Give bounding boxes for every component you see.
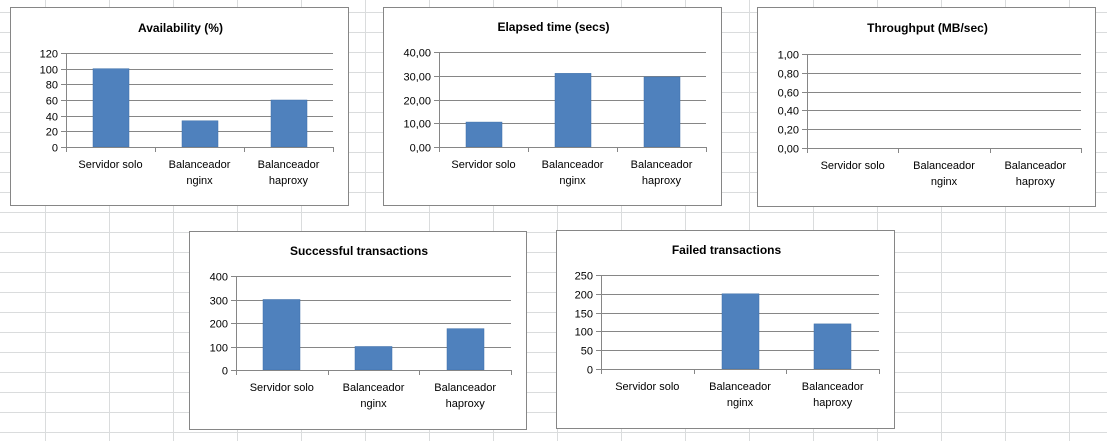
chart-title: Successful transactions: [290, 244, 428, 258]
y-tick-label: 0: [52, 143, 58, 155]
y-tick-label: 0,40: [778, 106, 799, 118]
x-category-label: Balanceador: [1004, 160, 1066, 172]
x-category-label: Balanceador: [913, 160, 975, 172]
chart-availability-svg: Availability (%) 0 20 40 60 80 100 120 Servidor …: [40, 21, 334, 187]
x-category-label: Servidor solo: [615, 381, 679, 393]
bar: [181, 120, 219, 148]
bar: [446, 328, 485, 371]
bar: [643, 76, 681, 148]
x-category-label: haproxy: [446, 398, 486, 410]
x-category-label: nginx: [360, 398, 387, 410]
y-tick-label: 40: [46, 112, 58, 124]
y-tick-label: 30,00: [403, 72, 431, 84]
bar: [92, 68, 130, 148]
bar: [813, 323, 852, 370]
y-tick-label: 80: [46, 80, 58, 92]
chart-title: Elapsed time (secs): [497, 20, 609, 34]
bar: [354, 346, 393, 371]
y-tick-label: 20,00: [403, 96, 431, 108]
chart-elapsed-time-svg: Elapsed time (secs) 0,00 10,00 20,00 30,00 40…: [403, 20, 707, 187]
y-tick-label: 20: [46, 127, 58, 139]
chart-failed-transactions: Failed transactions 0 50 100 150 200 250 Servid…: [556, 230, 895, 429]
chart-elapsed-time: Elapsed time (secs) 0,00 10,00 20,00 30,00 40…: [383, 7, 722, 206]
y-tick-label: 0,60: [778, 88, 799, 100]
x-category-label: nginx: [186, 175, 213, 187]
x-category-label: Balanceador: [169, 159, 231, 171]
y-tick-label: 60: [46, 96, 58, 108]
y-tick-label: 50: [581, 346, 593, 358]
x-category-label: Balanceador: [343, 382, 405, 394]
x-category-label: haproxy: [642, 175, 682, 187]
y-tick-label: 100: [40, 65, 58, 77]
x-category-label: nginx: [931, 176, 958, 188]
chart-availability: Availability (%) 0 20 40 60 80 100 120 Servidor …: [10, 7, 349, 206]
chart-title: Availability (%): [138, 21, 223, 35]
x-category-label: Servidor solo: [451, 159, 515, 171]
x-category-label: Servidor solo: [78, 159, 142, 171]
bar: [554, 73, 592, 148]
y-tick-label: 1,00: [778, 50, 799, 62]
chart-title: Failed transactions: [672, 243, 782, 257]
x-category-label: haproxy: [813, 397, 853, 409]
y-tick-label: 100: [210, 343, 228, 355]
y-tick-label: 100: [575, 327, 593, 339]
x-category-label: Balanceador: [802, 381, 864, 393]
y-tick-label: 0: [222, 366, 228, 378]
y-tick-label: 0,00: [410, 143, 431, 155]
chart-throughput-svg: Throughput (MB/sec) 0,00 0,20 0,40 0,60 0,80 1…: [778, 21, 1082, 188]
x-category-label: Servidor solo: [821, 160, 885, 172]
x-category-label: Balanceador: [434, 382, 496, 394]
x-category-label: Servidor solo: [250, 382, 314, 394]
chart-successful-transactions: Successful transactions 0 100 200 300 400 Serv…: [189, 231, 527, 430]
x-category-label: haproxy: [1016, 176, 1056, 188]
x-category-label: Balanceador: [709, 381, 771, 393]
bar: [270, 99, 308, 148]
y-tick-label: 0,20: [778, 125, 799, 137]
chart-throughput: Throughput (MB/sec) 0,00 0,20 0,40 0,60 0,80 1…: [757, 7, 1096, 207]
x-category-label: nginx: [727, 397, 754, 409]
chart-successful-transactions-svg: Successful transactions 0 100 200 300 400 Serv…: [210, 244, 512, 410]
y-tick-label: 250: [575, 271, 593, 283]
chart-title: Throughput (MB/sec): [867, 21, 988, 35]
y-tick-label: 400: [210, 272, 228, 284]
y-tick-label: 0: [587, 365, 593, 377]
y-tick-label: 200: [575, 290, 593, 302]
x-category-label: haproxy: [269, 175, 309, 187]
x-category-label: Balanceador: [258, 159, 320, 171]
chart-failed-transactions-svg: Failed transactions 0 50 100 150 200 250 Servid…: [575, 243, 880, 409]
y-tick-label: 40,00: [403, 48, 431, 60]
y-tick-label: 300: [210, 296, 228, 308]
bar: [721, 293, 760, 370]
bar: [465, 121, 503, 148]
bar: [262, 299, 301, 371]
y-tick-label: 200: [210, 319, 228, 331]
y-tick-label: 0,00: [778, 144, 799, 156]
y-tick-label: 10,00: [403, 119, 431, 131]
y-tick-label: 120: [40, 49, 58, 61]
x-category-label: nginx: [559, 175, 586, 187]
x-category-label: Balanceador: [542, 159, 604, 171]
x-category-label: Balanceador: [631, 159, 693, 171]
y-tick-label: 150: [575, 309, 593, 321]
y-tick-label: 0,80: [778, 69, 799, 81]
